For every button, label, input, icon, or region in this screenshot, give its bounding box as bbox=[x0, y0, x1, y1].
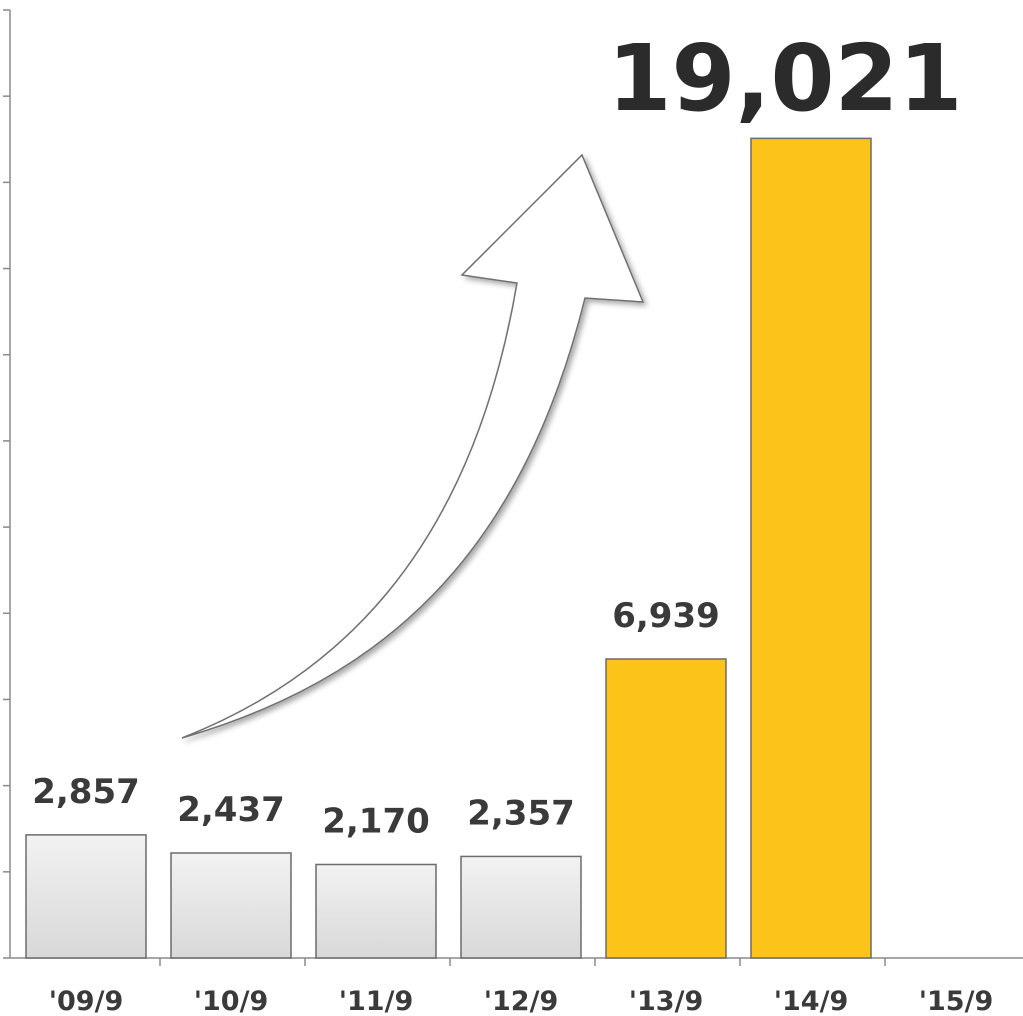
x-tick-label-4: '13/9 bbox=[629, 986, 704, 1016]
value-label-2: 2,170 bbox=[322, 801, 430, 841]
value-label-4: 6,939 bbox=[612, 596, 720, 636]
value-label-0: 2,857 bbox=[32, 772, 140, 812]
x-tick-label-2: '11/9 bbox=[339, 986, 414, 1016]
value-label-1: 2,437 bbox=[177, 790, 285, 830]
value-label-3: 2,357 bbox=[467, 793, 575, 833]
growth-arrow-icon bbox=[181, 153, 645, 739]
x-tick-label-5: '14/9 bbox=[774, 986, 849, 1016]
x-tick-label-3: '12/9 bbox=[484, 986, 559, 1016]
x-tick-label-0: '09/9 bbox=[49, 986, 124, 1016]
value-labels-group: 2,857 2,437 2,170 2,357 6,939 bbox=[32, 596, 720, 842]
x-tick-label-6: '15/9 bbox=[919, 986, 994, 1016]
bar-1 bbox=[170, 852, 292, 959]
bar-4 bbox=[605, 658, 727, 959]
bar-3 bbox=[460, 855, 582, 959]
x-tick-labels-group: '09/9 '10/9 '11/9 '12/9 '13/9 '14/9 '15/9 bbox=[49, 986, 994, 1016]
bar-0 bbox=[25, 834, 147, 959]
bar-2 bbox=[315, 863, 437, 959]
bars-group bbox=[25, 137, 872, 959]
highlight-value-label: 19,021 bbox=[607, 25, 962, 132]
x-tick-label-1: '10/9 bbox=[194, 986, 269, 1016]
bar-5 bbox=[750, 137, 872, 959]
